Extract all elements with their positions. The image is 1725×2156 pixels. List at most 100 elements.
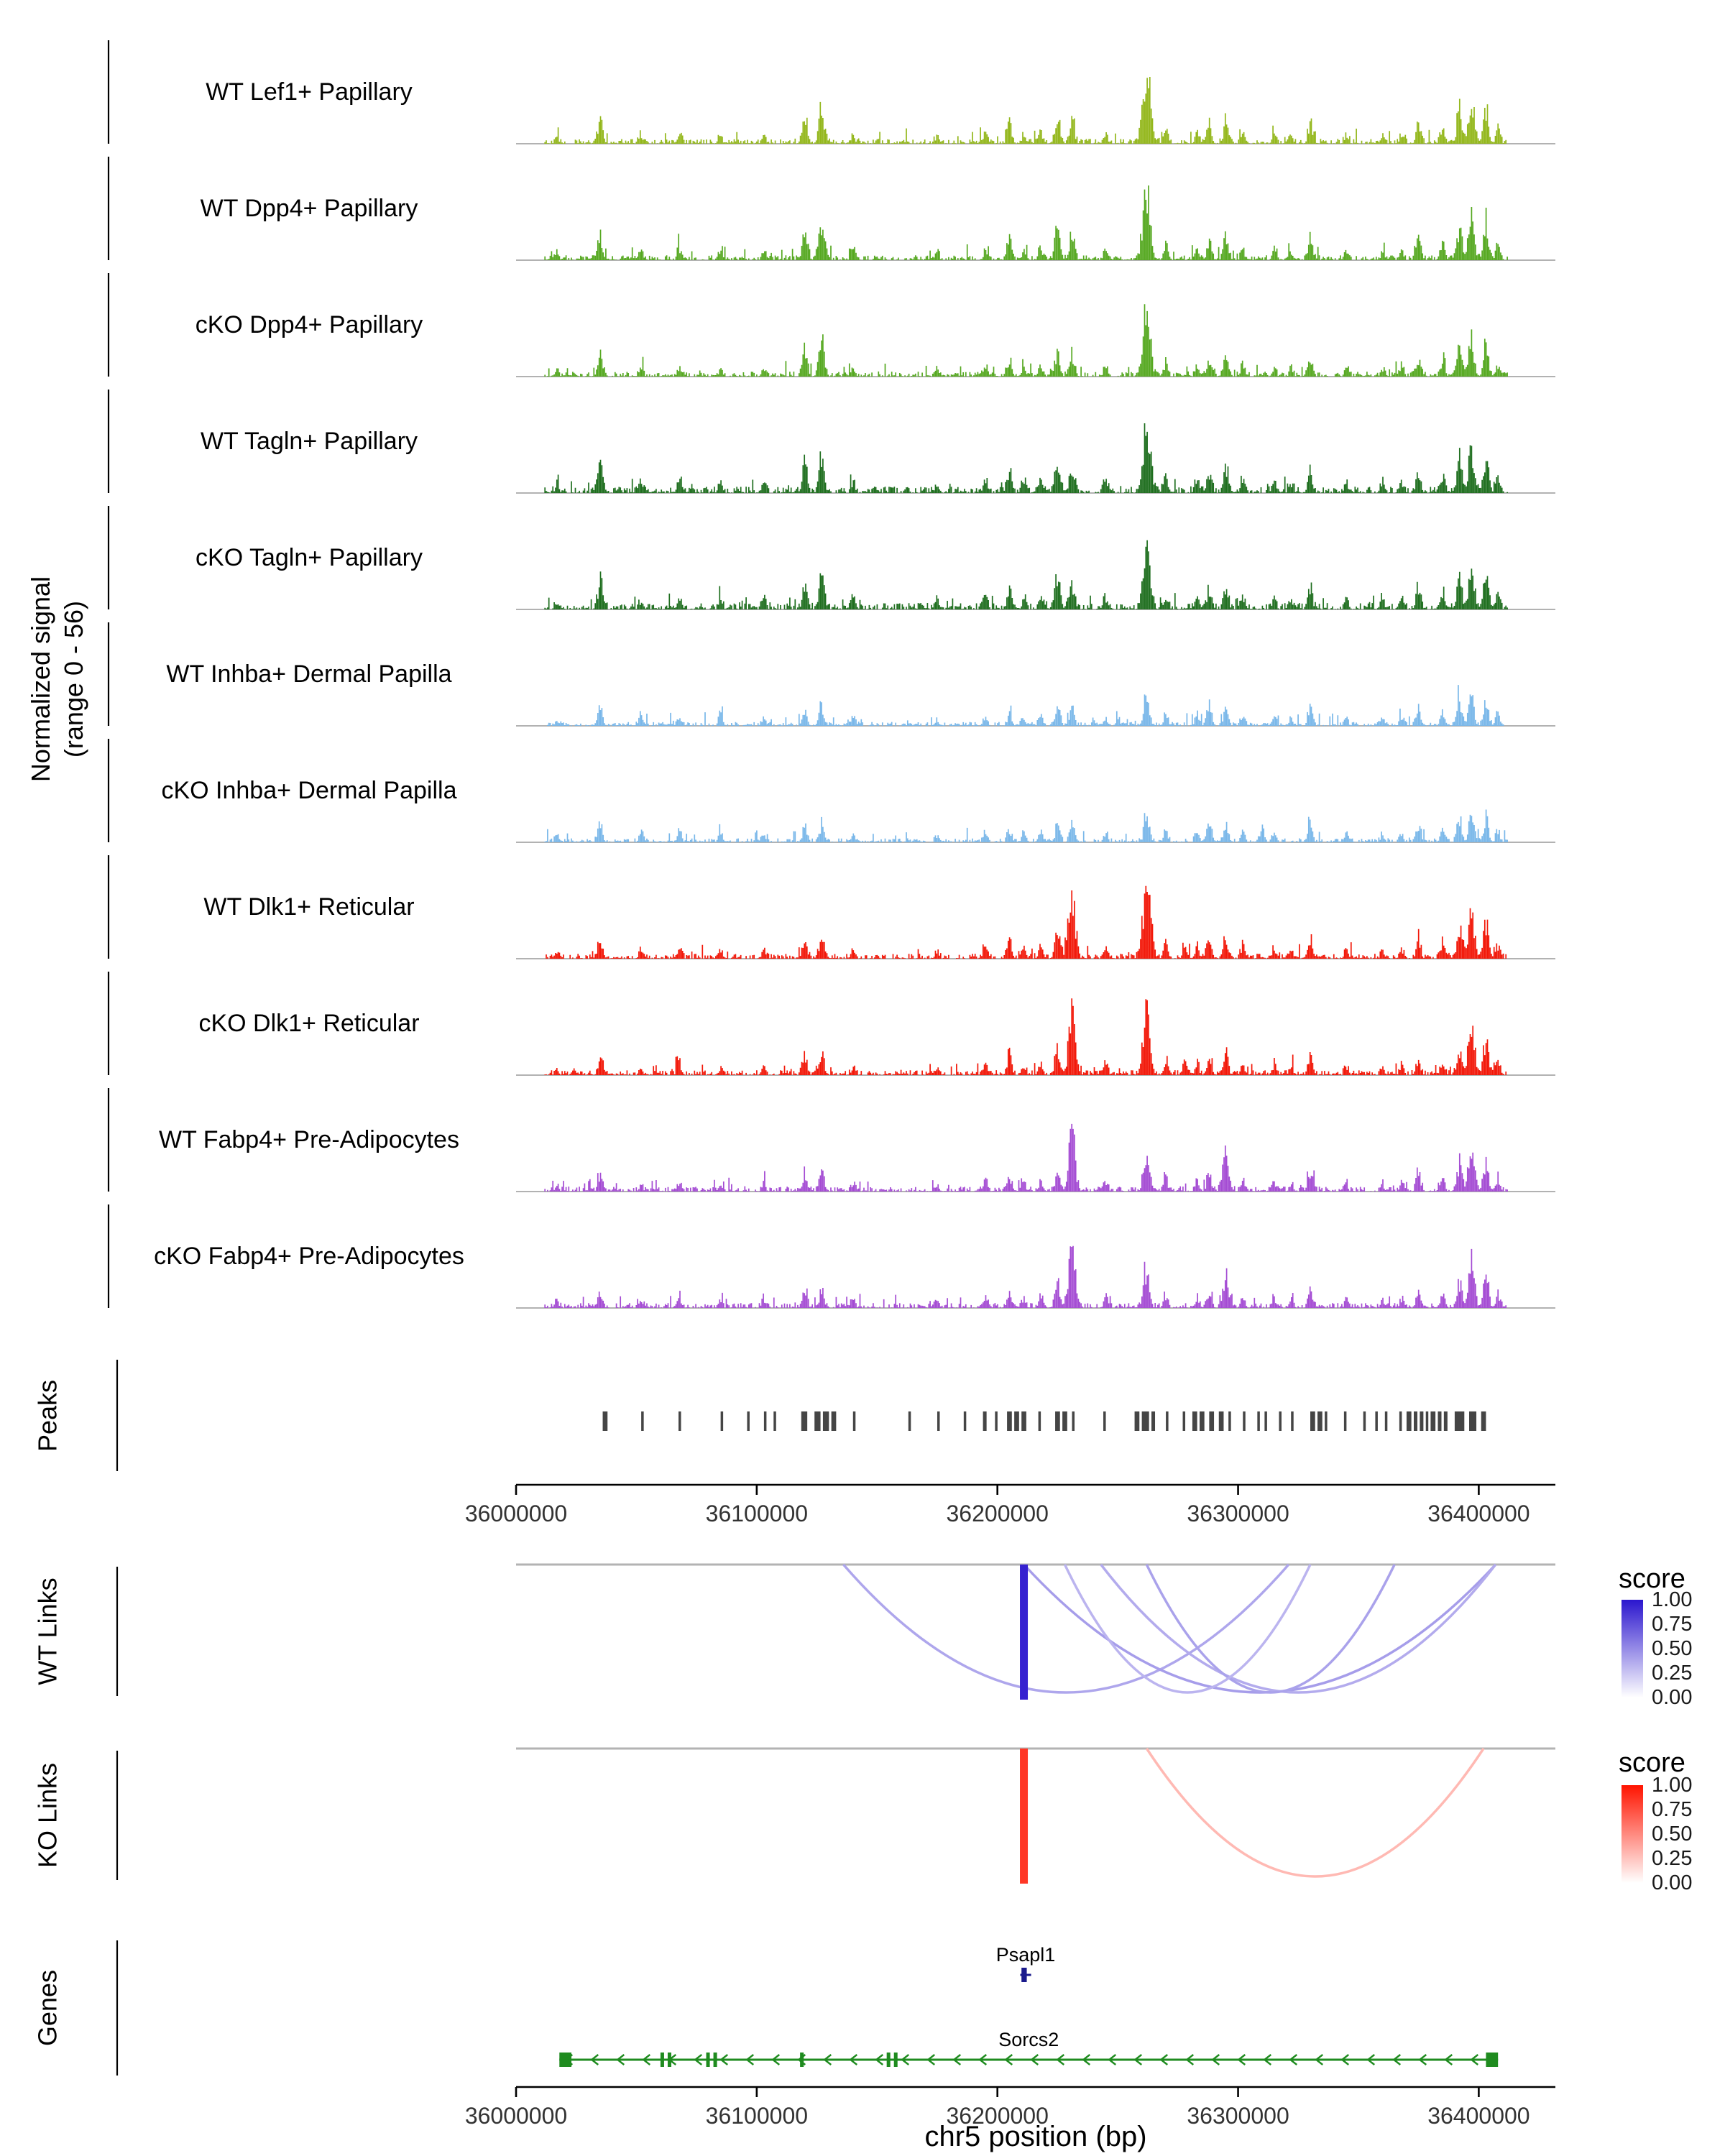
peak-interval bbox=[602, 1411, 608, 1431]
gene-strand-arrow bbox=[1470, 2054, 1479, 2065]
gene-strand-arrow bbox=[1392, 2054, 1402, 2065]
gene-strand-arrow bbox=[901, 2054, 910, 2065]
signal-track-2 bbox=[544, 185, 1508, 260]
axis-tick-label: 36200000 bbox=[946, 2103, 1049, 2129]
peak-interval bbox=[1103, 1411, 1106, 1431]
axis-tick-label: 36400000 bbox=[1427, 1501, 1530, 1526]
track-label: WT Tagln+ Papillary bbox=[200, 428, 418, 455]
gene-label: Psapl1 bbox=[995, 1944, 1056, 1966]
legend-tick-label: 0.75 bbox=[1652, 1613, 1693, 1636]
gene-strand-arrow bbox=[849, 2054, 858, 2065]
gene-exon bbox=[706, 2053, 710, 2067]
gene-strand-arrow bbox=[1211, 2054, 1220, 2065]
peak-interval bbox=[1279, 1411, 1282, 1431]
gene-strand-arrow bbox=[1366, 2054, 1376, 2065]
gene-exon bbox=[893, 2053, 898, 2067]
gene-label: Sorcs2 bbox=[998, 2029, 1059, 2050]
link-bar bbox=[1020, 1565, 1029, 1700]
peak-interval bbox=[814, 1411, 821, 1431]
gene-strand-arrow bbox=[1289, 2054, 1298, 2065]
track-label: WT Dlk1+ Reticular bbox=[203, 893, 415, 921]
legend-tick-label: 0.50 bbox=[1652, 1823, 1693, 1846]
peak-interval bbox=[1375, 1411, 1378, 1431]
gene-exon bbox=[1021, 1968, 1027, 1982]
gene-strand-arrow bbox=[1056, 2054, 1065, 2065]
gene-exon bbox=[1486, 2053, 1499, 2067]
peak-interval bbox=[1166, 1411, 1169, 1431]
peak-interval bbox=[937, 1411, 940, 1431]
peak-interval bbox=[995, 1411, 998, 1431]
link-arc bbox=[1023, 1563, 1497, 1694]
axis-tick-label: 36000000 bbox=[464, 1501, 568, 1526]
peak-interval bbox=[1469, 1411, 1477, 1431]
gene-strand-arrow bbox=[797, 2054, 806, 2065]
peak-interval bbox=[1021, 1411, 1026, 1431]
peak-interval bbox=[1343, 1411, 1347, 1431]
peak-interval bbox=[1363, 1411, 1366, 1431]
peak-interval bbox=[1425, 1411, 1429, 1431]
gene-exon bbox=[800, 2053, 804, 2067]
legend-tick-label: 0.75 bbox=[1652, 1798, 1693, 1821]
x-axis-title: chr5 position (bp) bbox=[924, 2121, 1147, 2152]
score-colorbar bbox=[1622, 1785, 1643, 1883]
wt-score-legend-title: score bbox=[1619, 1564, 1685, 1594]
axis-tick-label: 36000000 bbox=[464, 2103, 568, 2129]
legend-tick-label: 0.25 bbox=[1652, 1662, 1693, 1685]
peak-interval bbox=[1199, 1411, 1205, 1431]
y-axis-title: Normalized signal (range 0 - 56) bbox=[24, 576, 91, 782]
legend-tick-label: 0.50 bbox=[1652, 1637, 1693, 1660]
peak-interval bbox=[678, 1411, 681, 1431]
track-label: WT Inhba+ Dermal Papilla bbox=[166, 660, 452, 688]
peak-interval bbox=[1134, 1411, 1140, 1431]
gene-strand-arrow bbox=[823, 2054, 832, 2065]
gene-strand-arrow bbox=[1185, 2054, 1195, 2065]
signal-track-7 bbox=[544, 809, 1508, 842]
peak-interval bbox=[1264, 1411, 1267, 1431]
signal-track-8 bbox=[546, 885, 1507, 959]
peak-interval bbox=[1413, 1411, 1418, 1431]
genes-section-label: Genes bbox=[32, 1969, 63, 2047]
peak-interval bbox=[1384, 1411, 1388, 1431]
track-label: WT Lef1+ Papillary bbox=[206, 78, 413, 106]
gene-strand-arrow bbox=[745, 2054, 755, 2065]
signal-track-11 bbox=[544, 1245, 1507, 1308]
peak-interval bbox=[1406, 1411, 1412, 1431]
peak-interval bbox=[720, 1411, 724, 1431]
peak-interval bbox=[963, 1411, 967, 1431]
peak-interval bbox=[1454, 1411, 1465, 1431]
axis-tick-label: 36100000 bbox=[705, 2103, 809, 2129]
peak-interval bbox=[801, 1411, 808, 1431]
signal-track-3 bbox=[544, 304, 1508, 377]
peak-interval bbox=[1310, 1411, 1315, 1431]
peak-interval bbox=[1038, 1411, 1041, 1431]
signal-track-6 bbox=[547, 685, 1504, 726]
peak-interval bbox=[773, 1411, 776, 1431]
gene-strand-arrow bbox=[771, 2054, 781, 2065]
peak-interval bbox=[1209, 1411, 1215, 1431]
link-arc bbox=[1145, 1748, 1485, 1878]
y-axis-title-line1: Normalized signal bbox=[26, 576, 55, 783]
peak-interval bbox=[1055, 1411, 1060, 1431]
peak-interval bbox=[1151, 1411, 1156, 1431]
gene-strand-arrow bbox=[875, 2054, 884, 2065]
link-bar bbox=[1020, 1749, 1029, 1884]
gene-strand-arrow bbox=[952, 2054, 962, 2065]
peak-interval bbox=[1438, 1411, 1442, 1431]
track-label: cKO Dlk1+ Reticular bbox=[198, 1010, 420, 1037]
track-label: cKO Inhba+ Dermal Papilla bbox=[161, 777, 457, 804]
gene-exon bbox=[713, 2053, 717, 2067]
peak-interval bbox=[1062, 1411, 1067, 1431]
link-arc bbox=[1100, 1563, 1497, 1694]
peak-interval bbox=[1325, 1411, 1328, 1431]
peak-interval bbox=[1141, 1411, 1149, 1431]
track-label: WT Dpp4+ Papillary bbox=[200, 195, 418, 222]
signal-track-5 bbox=[544, 540, 1508, 609]
gene-strand-arrow bbox=[1082, 2054, 1091, 2065]
peak-interval bbox=[1243, 1411, 1246, 1431]
axis-tick-label: 36200000 bbox=[946, 1501, 1049, 1526]
peak-interval bbox=[1291, 1411, 1294, 1431]
legend-tick-label: 0.00 bbox=[1652, 1871, 1693, 1894]
gene-strand-arrow bbox=[1133, 2054, 1143, 2065]
